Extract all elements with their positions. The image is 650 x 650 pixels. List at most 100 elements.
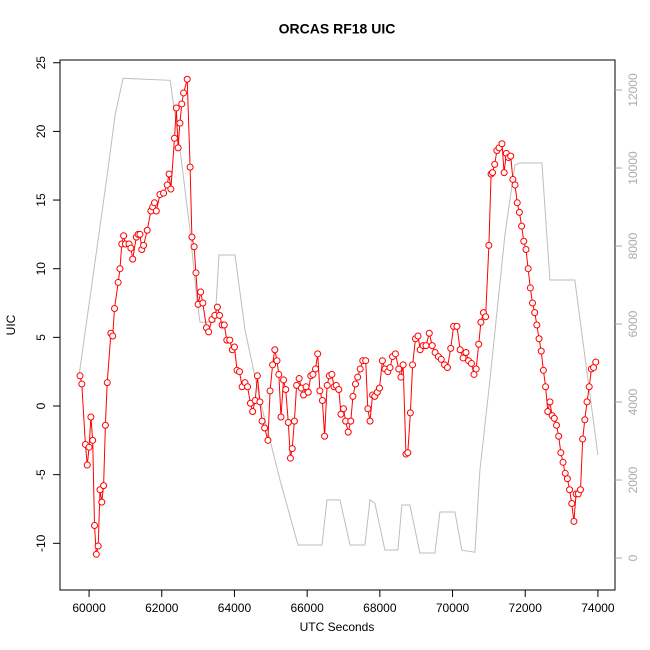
data-point — [585, 383, 593, 391]
data-point — [349, 392, 357, 400]
data-point — [485, 241, 493, 249]
data-point — [186, 163, 194, 171]
data-point — [87, 413, 95, 421]
data-point — [344, 428, 352, 436]
data-point — [76, 372, 84, 380]
data-point — [354, 373, 362, 381]
data-point — [94, 542, 102, 550]
data-point — [557, 449, 565, 457]
data-point — [236, 368, 244, 376]
data-point — [459, 354, 467, 362]
data-point — [129, 255, 137, 263]
data-point — [475, 340, 483, 348]
data-point — [103, 379, 111, 387]
data-point — [314, 350, 322, 358]
data-point — [579, 435, 587, 443]
data-point — [568, 499, 576, 507]
y2-tick-label: 2000 — [626, 466, 640, 493]
data-point — [316, 387, 324, 395]
data-point — [109, 332, 117, 340]
data-point — [312, 365, 320, 373]
data-point — [422, 342, 430, 350]
data-point — [136, 230, 144, 238]
data-point — [375, 384, 383, 392]
data-point — [244, 383, 252, 391]
data-point — [335, 386, 343, 394]
data-point — [462, 348, 470, 356]
plot-box — [59, 59, 616, 591]
data-point — [321, 432, 329, 440]
y2-tick-label: 4000 — [626, 388, 640, 415]
data-point — [91, 521, 99, 529]
data-point — [362, 357, 370, 365]
x-tick-label: 68000 — [363, 601, 397, 615]
data-point — [453, 322, 461, 330]
data-point — [101, 421, 109, 429]
data-point — [337, 410, 345, 418]
data-point — [290, 417, 298, 425]
data-point — [563, 475, 571, 483]
data-point — [273, 357, 281, 365]
data-point — [226, 336, 234, 344]
data-point — [526, 284, 534, 292]
y2-tick-label: 10000 — [626, 151, 640, 185]
data-point — [500, 169, 508, 177]
data-point — [467, 359, 475, 367]
y-tick-label: 25 — [34, 56, 48, 70]
data-point — [364, 405, 372, 413]
data-point — [491, 160, 499, 168]
x-tick-label: 74000 — [581, 601, 615, 615]
y-axis-label: UIC — [4, 314, 18, 335]
data-point — [111, 305, 119, 313]
data-point — [190, 243, 198, 251]
data-point — [85, 443, 93, 451]
data-point — [537, 347, 545, 355]
data-point — [386, 364, 394, 372]
data-point — [447, 344, 455, 352]
data-point — [550, 414, 558, 422]
data-point — [395, 365, 403, 373]
data-point — [528, 299, 536, 307]
data-point — [443, 364, 451, 372]
data-point — [253, 372, 261, 380]
data-point — [406, 409, 414, 417]
y2-tick-label: 12000 — [626, 73, 640, 107]
data-point — [143, 226, 151, 234]
data-point — [366, 417, 374, 425]
data-point — [199, 299, 207, 307]
data-point — [304, 388, 312, 396]
data-point — [188, 233, 196, 241]
data-point — [552, 421, 560, 429]
data-point — [286, 454, 294, 462]
data-point — [428, 342, 436, 350]
data-point — [323, 381, 331, 389]
data-point — [533, 321, 541, 329]
data-point — [98, 498, 106, 506]
data-point — [172, 104, 180, 112]
data-point — [230, 343, 238, 351]
data-point — [205, 328, 213, 336]
data-point — [437, 355, 445, 363]
data-point — [456, 346, 464, 354]
data-point — [513, 199, 521, 207]
data-point — [256, 398, 264, 406]
data-point — [127, 244, 135, 252]
data-point — [524, 265, 532, 273]
chart-title: ORCAS RF18 UIC — [279, 21, 396, 37]
data-point — [89, 436, 97, 444]
y2-tick-label: 8000 — [626, 232, 640, 259]
data-point — [520, 237, 528, 245]
data-point — [266, 387, 274, 395]
x-tick-label: 64000 — [218, 601, 252, 615]
data-point — [114, 278, 122, 286]
x-tick-label: 66000 — [290, 601, 324, 615]
data-point — [178, 100, 186, 108]
data-point — [284, 418, 292, 426]
data-point — [544, 408, 552, 416]
data-point — [522, 245, 530, 253]
data-point — [399, 361, 407, 369]
data-point — [282, 386, 290, 394]
data-point — [576, 486, 584, 494]
